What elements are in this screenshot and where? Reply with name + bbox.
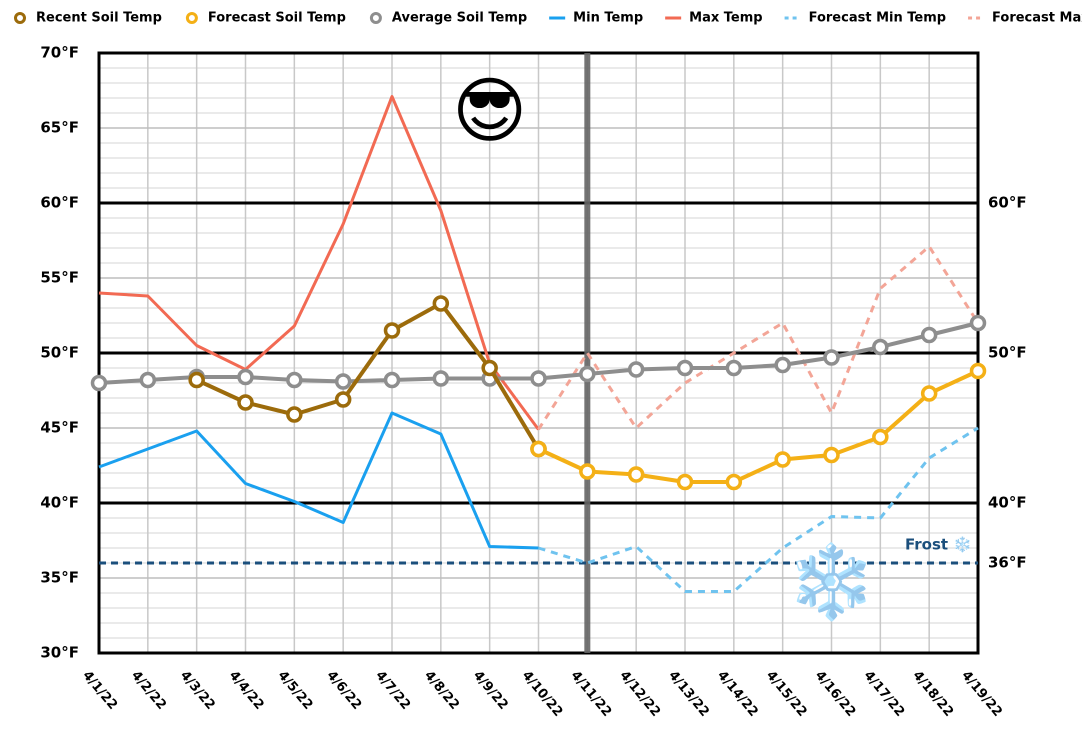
- x-tick-label: 4/18/22: [909, 668, 956, 720]
- y-tick-label: 35°F: [40, 569, 79, 587]
- series-marker: [188, 371, 205, 389]
- y-tick-label: 45°F: [40, 419, 79, 437]
- x-tick-label: 4/7/22: [372, 668, 413, 713]
- x-tick-label: 4/17/22: [861, 668, 908, 720]
- series-marker: [823, 349, 840, 366]
- series-marker: [579, 365, 596, 383]
- series-marker: [774, 451, 791, 468]
- x-tick-label: 4/10/22: [519, 668, 566, 720]
- series-marker: [627, 466, 645, 483]
- series-line: [195, 301, 541, 451]
- series-line: [98, 95, 540, 431]
- y-tick-label: 65°F: [40, 119, 79, 137]
- frost-label: Frost ❄️: [905, 536, 972, 554]
- y2-tick-label: 50°F: [988, 344, 1027, 362]
- series-line: [537, 369, 979, 484]
- series-marker: [139, 371, 157, 389]
- x-tick-label: 4/3/22: [177, 668, 218, 713]
- series-marker: [676, 473, 694, 491]
- series-marker: [774, 356, 791, 374]
- legend-item: Forecast Soil Temp: [185, 11, 346, 26]
- series-marker: [334, 391, 352, 408]
- series-line: [537, 245, 980, 431]
- legend-marker: [185, 12, 198, 24]
- x-tick-label: 4/15/22: [763, 668, 810, 720]
- x-tick-label: 4/12/22: [616, 668, 663, 720]
- legend-item: Forecast Max Temp: [968, 11, 1082, 26]
- x-tick-label: 4/11/22: [568, 668, 615, 720]
- series-marker: [530, 440, 547, 458]
- y-tick-label: 30°F: [40, 644, 79, 662]
- series-marker: [432, 295, 450, 312]
- series-marker: [530, 370, 547, 387]
- x-tick-label: 4/2/22: [128, 668, 169, 713]
- x-tick-label: 4/5/22: [275, 668, 316, 713]
- legend-item: Average Soil Temp: [369, 11, 527, 26]
- x-tick-label: 4/1/22: [79, 668, 120, 713]
- series-line: [538, 426, 979, 593]
- y-tick-label: 50°F: [40, 344, 79, 362]
- series-marker: [237, 394, 254, 411]
- y-tick-label: 60°F: [40, 194, 79, 212]
- y-tick-label: 40°F: [40, 494, 79, 512]
- legend-label: Max Temp: [689, 11, 762, 26]
- series-marker: [286, 406, 303, 423]
- x-tick-label: 4/4/22: [226, 668, 267, 713]
- series-marker: [237, 368, 254, 386]
- series-marker: [872, 338, 889, 356]
- y2-tick-label: 40°F: [988, 494, 1027, 512]
- series-marker: [432, 370, 450, 387]
- series-marker: [725, 473, 743, 491]
- legend-label: Recent Soil Temp: [36, 11, 162, 26]
- series-marker: [969, 362, 987, 380]
- x-tick-label: 4/9/22: [470, 668, 511, 713]
- series-marker: [627, 361, 645, 378]
- series-marker: [383, 371, 401, 389]
- x-tick-label: 4/19/22: [958, 668, 1005, 720]
- y-tick-label: 55°F: [40, 269, 79, 287]
- y-tick-label: 70°F: [40, 44, 79, 62]
- x-tick-label: 4/8/22: [421, 668, 462, 713]
- emoji-annotation: 😎: [452, 69, 527, 153]
- legend-item: Forecast Min Temp: [784, 11, 946, 26]
- series-marker: [383, 322, 401, 339]
- plot-border: [97, 51, 980, 655]
- legend-label: Forecast Max Temp: [992, 11, 1082, 26]
- series-marker: [286, 371, 303, 389]
- x-tick-label: 4/6/22: [323, 668, 364, 713]
- series-marker: [725, 359, 743, 377]
- legend-marker: [14, 12, 26, 24]
- series-marker: [334, 373, 352, 390]
- series-marker: [872, 428, 889, 446]
- legend-label: Average Soil Temp: [392, 11, 527, 26]
- x-tick-label: 4/13/22: [665, 668, 712, 720]
- y2-tick-label: 60°F: [988, 194, 1027, 212]
- series-marker: [579, 463, 596, 480]
- legend-marker: [369, 12, 382, 24]
- legend-label: Min Temp: [573, 11, 643, 26]
- series-marker: [676, 359, 694, 377]
- emoji-annotation: ❄️: [787, 540, 877, 624]
- series-marker: [823, 446, 840, 464]
- series-marker: [481, 359, 498, 377]
- frost-axis-label: 36°F: [988, 554, 1027, 572]
- series-marker: [969, 314, 987, 332]
- x-tick-label: 4/16/22: [812, 668, 859, 720]
- series-marker: [90, 374, 108, 392]
- legend-item: Max Temp: [665, 11, 763, 26]
- legend-item: Recent Soil Temp: [14, 11, 162, 26]
- series-line: [98, 411, 539, 550]
- legend-label: Forecast Soil Temp: [208, 11, 346, 26]
- legend-label: Forecast Min Temp: [809, 11, 946, 26]
- series-marker: [920, 326, 938, 344]
- legend-item: Min Temp: [549, 11, 643, 26]
- series-marker: [920, 385, 938, 402]
- x-tick-label: 4/14/22: [714, 668, 761, 720]
